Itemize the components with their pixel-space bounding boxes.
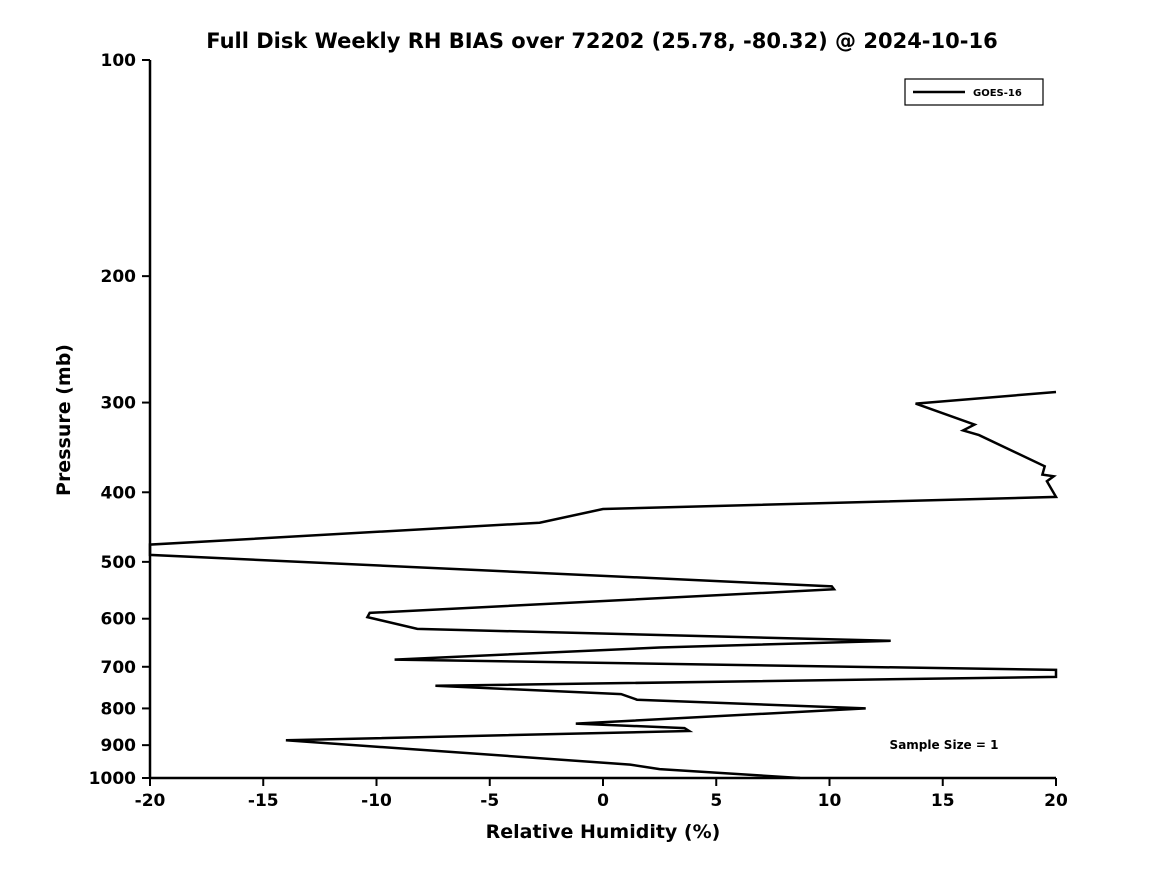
y-axis: 100 200 300 400 500 600 700 800 900 1000 (89, 51, 150, 789)
chart-title: Full Disk Weekly RH BIAS over 72202 (25.… (206, 29, 997, 53)
y-axis-label: Pressure (mb) (53, 344, 75, 496)
y-tick-label: 600 (101, 610, 137, 630)
y-tick-label: 400 (101, 483, 137, 503)
legend-label: GOES-16 (973, 88, 1022, 99)
y-tick-label: 100 (101, 51, 137, 71)
y-tick-label: 900 (101, 736, 137, 756)
data-series (148, 390, 1059, 780)
y-tick-label: 500 (101, 553, 137, 573)
x-tick-label: 20 (1044, 791, 1068, 811)
x-tick-label: -10 (361, 791, 392, 811)
x-tick-label: 5 (710, 791, 722, 811)
legend: GOES-16 (904, 78, 1044, 106)
sample-size-annotation: Sample Size = 1 (890, 738, 999, 752)
y-tick-label: 1000 (89, 769, 136, 789)
x-tick-label: -5 (480, 791, 499, 811)
x-axis-label: Relative Humidity (%) (486, 821, 721, 843)
y-tick-label: 700 (101, 658, 137, 678)
y-tick-label: 800 (101, 699, 137, 719)
series-line-goes-16 (148, 390, 1059, 780)
x-tick-label: 15 (931, 791, 955, 811)
x-tick-label: 0 (597, 791, 609, 811)
x-tick-label: -15 (248, 791, 279, 811)
y-tick-label: 300 (101, 394, 137, 414)
x-tick-label: 10 (818, 791, 842, 811)
x-tick-label: -20 (135, 791, 166, 811)
x-axis: -20 -15 -10 -5 0 5 10 15 20 (135, 778, 1068, 811)
y-tick-label: 200 (101, 267, 137, 287)
